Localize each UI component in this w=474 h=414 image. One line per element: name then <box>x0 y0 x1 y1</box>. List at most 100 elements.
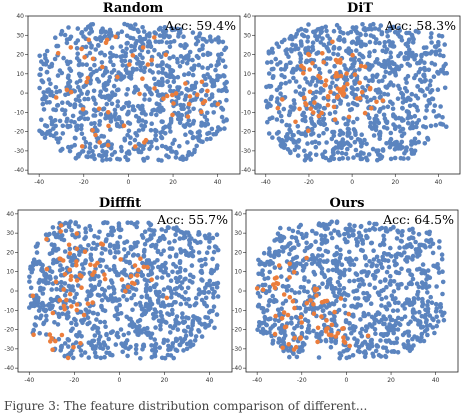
scatter-point <box>178 301 184 307</box>
scatter-point <box>93 246 98 251</box>
scatter-point <box>96 42 101 48</box>
scatter-point <box>102 220 108 225</box>
scatter-point <box>203 295 209 301</box>
scatter-point <box>405 43 411 49</box>
scatter-point <box>44 313 49 319</box>
scatter-point <box>316 66 322 72</box>
scatter-point <box>323 240 328 245</box>
scatter-point <box>68 258 74 264</box>
scatter-point <box>39 117 44 123</box>
scatter-point <box>217 56 222 61</box>
scatter-point <box>204 250 210 255</box>
scatter-point <box>166 225 171 231</box>
scatter-point <box>213 37 218 42</box>
scatter-point <box>59 28 65 34</box>
scatter-point-highlight <box>90 300 95 305</box>
y-tick-label: -10 <box>14 109 24 116</box>
scatter-point-highlight <box>58 223 64 228</box>
scatter-point <box>409 141 415 147</box>
scatter-point-highlight <box>164 93 170 99</box>
scatter-point <box>396 300 401 306</box>
scatter-point <box>414 120 420 126</box>
scatter-point <box>397 245 402 250</box>
scatter-point <box>182 296 187 302</box>
scatter-point <box>436 39 441 45</box>
scatter-point <box>417 87 423 93</box>
scatter-point <box>352 304 358 310</box>
scatter-point-highlight <box>68 89 74 95</box>
scatter-point <box>332 228 337 233</box>
scatter-point <box>402 344 407 350</box>
scatter-point <box>149 121 154 126</box>
scatter-point <box>328 84 333 90</box>
scatter-point <box>414 267 420 272</box>
scatter-point <box>340 156 346 161</box>
scatter-point <box>255 304 261 309</box>
scatter-point <box>78 348 84 353</box>
scatter-point <box>64 312 69 318</box>
scatter-point <box>345 156 351 161</box>
scatter-point-highlight <box>358 63 364 69</box>
scatter-point <box>309 126 315 132</box>
scatter-point <box>153 39 158 44</box>
scatter-point <box>130 107 136 113</box>
scatter-point <box>190 280 195 285</box>
scatter-point-highlight <box>96 106 102 112</box>
scatter-point <box>379 303 384 308</box>
scatter-point <box>37 128 42 134</box>
scatter-point <box>98 112 104 117</box>
scatter-point <box>364 95 369 100</box>
scatter-point <box>174 286 179 291</box>
scatter-point <box>381 105 386 110</box>
scatter-point <box>316 141 322 146</box>
scatter-point <box>149 91 154 97</box>
scatter-point <box>332 252 337 258</box>
scatter-point <box>295 230 301 235</box>
scatter-point <box>356 36 361 41</box>
scatter-point <box>44 48 50 54</box>
scatter-point <box>160 316 165 322</box>
scatter-point <box>357 234 362 239</box>
scatter-point <box>355 30 360 36</box>
scatter-point <box>353 342 359 348</box>
scatter-point <box>208 318 214 324</box>
scatter-point <box>337 132 343 138</box>
scatter-point <box>299 231 305 237</box>
scatter-point <box>415 84 420 89</box>
scatter-point <box>113 117 119 122</box>
scatter-point <box>266 303 271 308</box>
scatter-point <box>190 30 196 35</box>
scatter-point <box>417 60 422 66</box>
scatter-point <box>171 54 176 59</box>
scatter-point <box>278 225 283 231</box>
scatter-point <box>134 56 140 62</box>
scatter-point <box>414 250 419 256</box>
scatter-point <box>124 41 129 46</box>
scatter-point <box>38 72 43 78</box>
scatter-point <box>293 235 298 241</box>
scatter-point <box>190 57 195 63</box>
scatter-point <box>306 279 311 284</box>
scatter-point <box>171 38 177 44</box>
scatter-point <box>197 129 202 134</box>
scatter-point <box>185 152 191 158</box>
scatter-point <box>408 319 413 325</box>
scatter-point <box>136 59 142 65</box>
scatter-point <box>345 146 350 152</box>
scatter-point <box>386 327 391 332</box>
scatter-point <box>99 94 105 100</box>
scatter-point <box>140 60 145 66</box>
scatter-point <box>100 73 106 78</box>
scatter-point <box>214 232 220 237</box>
y-tick-label: -20 <box>232 327 242 334</box>
scatter-point <box>165 311 170 316</box>
scatter-point <box>44 317 49 323</box>
scatter-point <box>143 301 149 307</box>
x-tick-label: -20 <box>69 377 79 384</box>
scatter-point <box>178 247 183 252</box>
scatter-point <box>48 296 54 302</box>
scatter-point <box>334 244 340 250</box>
scatter-point <box>118 72 123 77</box>
scatter-point-highlight <box>183 81 188 86</box>
scatter-point <box>43 308 48 314</box>
